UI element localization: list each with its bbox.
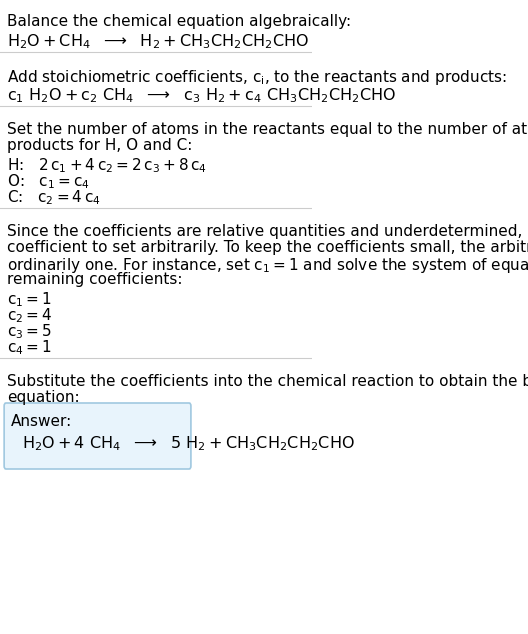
Text: Answer:: Answer:: [11, 414, 72, 429]
Text: Substitute the coefficients into the chemical reaction to obtain the balanced: Substitute the coefficients into the che…: [7, 374, 528, 389]
Text: Set the number of atoms in the reactants equal to the number of atoms in the: Set the number of atoms in the reactants…: [7, 122, 528, 137]
Text: Add stoichiometric coefficients, $\mathregular{c_i}$, to the reactants and produ: Add stoichiometric coefficients, $\mathr…: [7, 68, 507, 87]
Text: equation:: equation:: [7, 390, 80, 405]
Text: products for H, O and C:: products for H, O and C:: [7, 138, 193, 153]
FancyBboxPatch shape: [4, 403, 191, 469]
Text: $\mathregular{c_3 = 5}$: $\mathregular{c_3 = 5}$: [7, 322, 52, 340]
Text: remaining coefficients:: remaining coefficients:: [7, 272, 183, 287]
Text: Balance the chemical equation algebraically:: Balance the chemical equation algebraica…: [7, 14, 351, 29]
Text: H:   $\mathregular{2\,c_1 + 4\,c_2 = 2\,c_3 + 8\,c_4}$: H: $\mathregular{2\,c_1 + 4\,c_2 = 2\,c_…: [7, 156, 207, 175]
Text: $\mathregular{c_1\ H_2O + c_2\ CH_4\ \ \longrightarrow\ \ c_3\ H_2 + c_4\ CH_3CH: $\mathregular{c_1\ H_2O + c_2\ CH_4\ \ \…: [7, 86, 396, 105]
Text: Since the coefficients are relative quantities and underdetermined, choose a: Since the coefficients are relative quan…: [7, 224, 528, 239]
Text: $\mathregular{c_2 = 4}$: $\mathregular{c_2 = 4}$: [7, 306, 52, 325]
Text: ordinarily one. For instance, set $\mathregular{c_1 = 1}$ and solve the system o: ordinarily one. For instance, set $\math…: [7, 256, 528, 275]
Text: $\mathregular{c_4 = 1}$: $\mathregular{c_4 = 1}$: [7, 338, 52, 357]
Text: $\mathregular{H_2O + 4\ CH_4\ \ \longrightarrow\ \ 5\ H_2 + CH_3CH_2CH_2CHO}$: $\mathregular{H_2O + 4\ CH_4\ \ \longrig…: [23, 434, 355, 453]
Text: C:   $\mathregular{c_2 = 4\,c_4}$: C: $\mathregular{c_2 = 4\,c_4}$: [7, 188, 101, 207]
Text: $\mathregular{c_1 = 1}$: $\mathregular{c_1 = 1}$: [7, 290, 52, 309]
Text: coefficient to set arbitrarily. To keep the coefficients small, the arbitrary va: coefficient to set arbitrarily. To keep …: [7, 240, 528, 255]
Text: $\mathregular{H_2O + CH_4\ \ \longrightarrow\ \ H_2 + CH_3CH_2CH_2CHO}$: $\mathregular{H_2O + CH_4\ \ \longrighta…: [7, 32, 309, 51]
Text: O:   $\mathregular{c_1 = c_4}$: O: $\mathregular{c_1 = c_4}$: [7, 172, 90, 191]
